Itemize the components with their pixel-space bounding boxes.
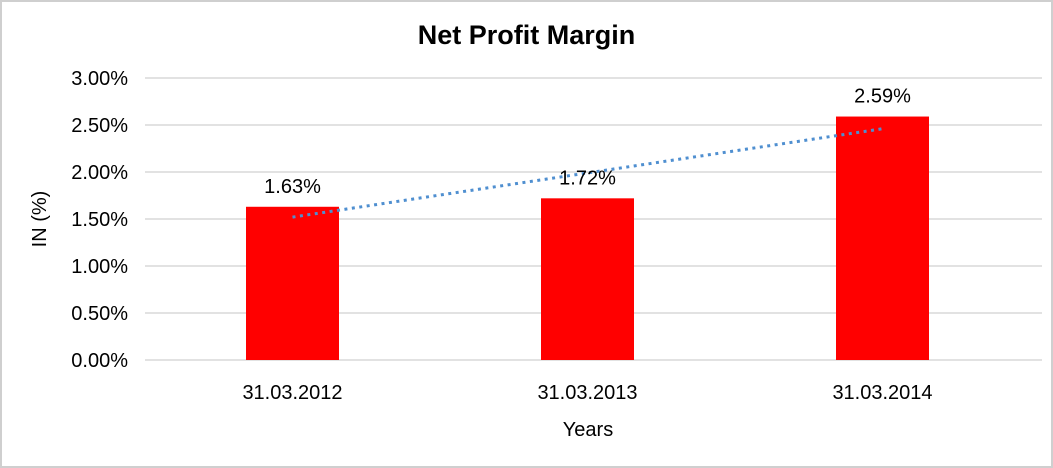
x-category-label: 31.03.2014 [832, 382, 932, 404]
y-tick-label: 3.00% [71, 68, 128, 90]
bar-data-label: 1.72% [559, 167, 616, 189]
y-tick-label: 1.00% [71, 256, 128, 278]
bar [836, 116, 929, 360]
y-tick-label: 0.00% [71, 350, 128, 372]
x-category-label: 31.03.2012 [242, 382, 342, 404]
bar-data-label: 1.63% [264, 176, 321, 198]
y-tick-label: 2.50% [71, 115, 128, 137]
bar [246, 206, 339, 360]
y-tick-label: 1.50% [71, 209, 128, 231]
bar-data-label: 2.59% [854, 86, 911, 108]
y-tick-label: 0.50% [71, 303, 128, 325]
chart-title: Net Profit Margin [417, 20, 636, 50]
y-tick-label: 2.00% [71, 162, 128, 184]
x-category-label: 31.03.2013 [537, 382, 637, 404]
x-axis-title: Years [562, 419, 614, 441]
bar [541, 198, 634, 360]
y-axis-title: IN (%) [29, 190, 51, 248]
trendline [292, 127, 883, 219]
